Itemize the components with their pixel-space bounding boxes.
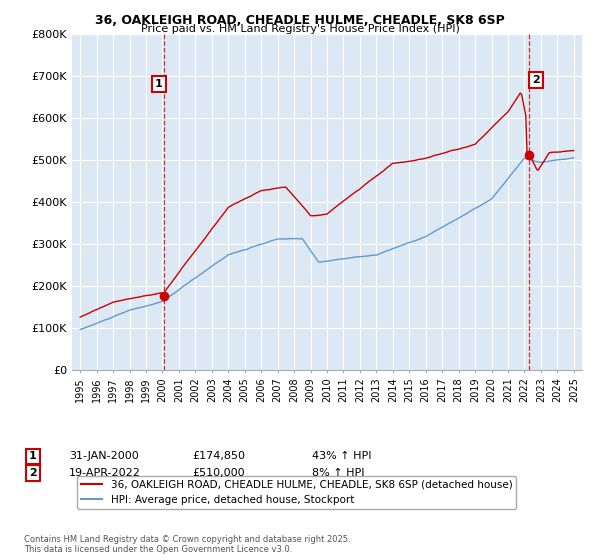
Text: £174,850: £174,850 [192,451,245,461]
Text: 31-JAN-2000: 31-JAN-2000 [69,451,139,461]
Text: 1: 1 [29,451,37,461]
Text: 8% ↑ HPI: 8% ↑ HPI [312,468,365,478]
Text: 19-APR-2022: 19-APR-2022 [69,468,141,478]
Text: 36, OAKLEIGH ROAD, CHEADLE HULME, CHEADLE, SK8 6SP: 36, OAKLEIGH ROAD, CHEADLE HULME, CHEADL… [95,14,505,27]
Text: Price paid vs. HM Land Registry's House Price Index (HPI): Price paid vs. HM Land Registry's House … [140,24,460,34]
Text: 2: 2 [29,468,37,478]
Text: £510,000: £510,000 [192,468,245,478]
Text: Contains HM Land Registry data © Crown copyright and database right 2025.
This d: Contains HM Land Registry data © Crown c… [24,535,350,554]
Text: 43% ↑ HPI: 43% ↑ HPI [312,451,371,461]
Text: 1: 1 [155,79,163,89]
Text: 2: 2 [532,75,540,85]
Legend: 36, OAKLEIGH ROAD, CHEADLE HULME, CHEADLE, SK8 6SP (detached house), HPI: Averag: 36, OAKLEIGH ROAD, CHEADLE HULME, CHEADL… [77,475,517,509]
